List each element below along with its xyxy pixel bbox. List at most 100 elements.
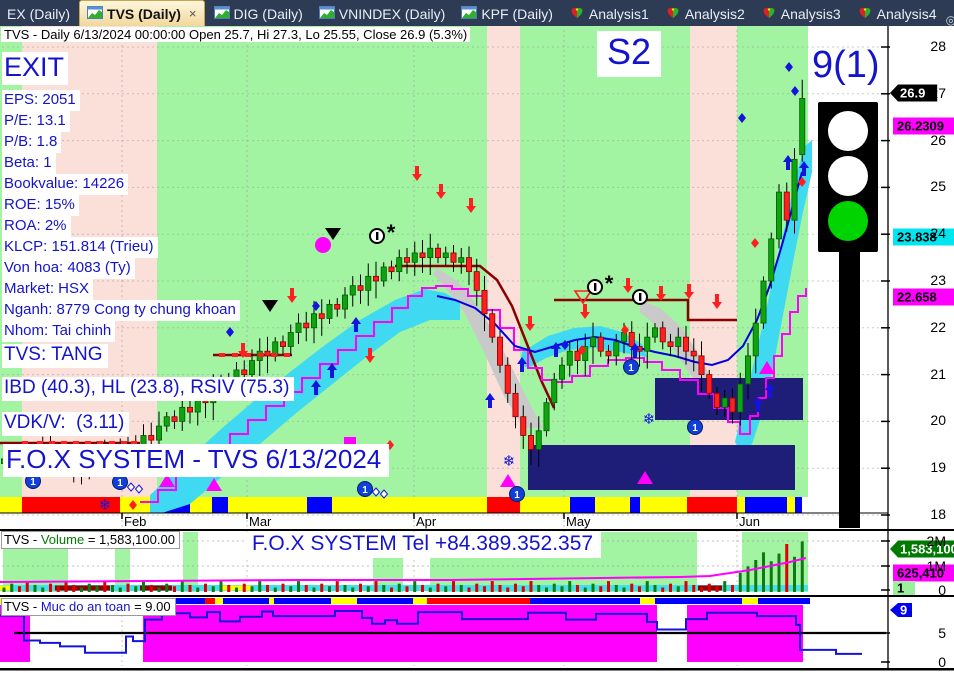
down-triangle-marker <box>262 300 278 312</box>
volume-bar <box>762 552 765 592</box>
circled-one-marker <box>357 481 373 497</box>
candle-body <box>419 252 426 258</box>
fundamental-line: Market: HSX <box>2 279 94 300</box>
tab-vnindex-daily[interactable]: VNINDEX (Daily) <box>312 2 453 26</box>
white-diamond-marker <box>126 482 136 492</box>
volume-bar <box>33 584 37 592</box>
price-axis-label: 23 <box>930 272 946 288</box>
buy-arrow-icon <box>311 380 321 395</box>
background-stripe <box>157 26 487 497</box>
axis-value-tag <box>893 117 954 135</box>
tab-kpf-daily[interactable]: KPF (Daily) <box>454 2 560 26</box>
tab-label: EX (Daily) <box>7 6 71 22</box>
traffic-light-lamp-white <box>828 111 868 151</box>
pane-divider <box>0 595 954 597</box>
sell-arrow-icon <box>466 198 476 213</box>
candle-body <box>760 280 767 324</box>
volume-bar <box>715 586 719 592</box>
fundamental-line: Beta: 1 <box>2 153 56 174</box>
volume-bar <box>397 583 401 592</box>
volume-bar <box>413 581 417 592</box>
price-axis-label: 22 <box>930 318 946 335</box>
volume-bar <box>204 583 207 592</box>
red-tick-marker <box>232 353 238 357</box>
volume-bar <box>180 581 184 592</box>
volume-bar <box>258 581 262 592</box>
volume-bar <box>111 584 114 592</box>
candle-body <box>605 350 612 357</box>
candle-body <box>326 303 333 319</box>
volume-bar <box>95 586 99 592</box>
volume-bar <box>483 586 486 592</box>
volume-bar <box>72 584 76 592</box>
safety-title-value: = 9.00 <box>130 599 171 614</box>
candle-body <box>752 322 759 357</box>
tab-label: Analysis1 <box>588 6 649 22</box>
month-axis-label: Feb <box>124 514 147 529</box>
tab-analysis4[interactable]: Analysis4 <box>850 2 944 26</box>
trailing-stop-line <box>554 298 737 322</box>
volume-bar <box>793 556 796 592</box>
nine-one-annotation: 9(1) <box>812 44 880 86</box>
candle-body <box>450 252 457 263</box>
safety-ribbon-segment <box>157 598 205 604</box>
blue-diamond-marker <box>791 86 799 96</box>
signal-ribbon-segment <box>630 497 640 513</box>
price-axis-label: 25 <box>930 178 946 195</box>
pane-divider <box>0 529 954 531</box>
chart-title: TVS - Daily 6/13/2024 00:00:00 Open 25.7… <box>1 27 471 42</box>
month-axis-label: May <box>566 514 591 529</box>
candle-body <box>512 392 519 418</box>
red-diamond-marker <box>621 325 629 335</box>
vdkv-label: VDK/V: (3.11) <box>2 412 130 436</box>
price-axis-label: 18 <box>930 506 946 522</box>
signal-ribbon-segment <box>595 497 630 513</box>
target-icon[interactable]: ◎ <box>945 13 954 27</box>
close-tab-icon[interactable]: × <box>188 6 197 21</box>
volume-bar <box>498 584 502 592</box>
tab-dig-daily[interactable]: DIG (Daily) <box>207 2 310 26</box>
safety-ribbon-segment <box>215 598 223 604</box>
candle-body <box>442 252 449 258</box>
volume-bar <box>80 587 83 592</box>
volume-session-block <box>183 532 198 592</box>
volume-bar <box>537 584 541 592</box>
candle-body <box>318 313 325 319</box>
tab-analysis1[interactable]: Analysis1 <box>562 2 656 26</box>
safety-axis-label: 5 <box>938 625 946 641</box>
volume-bar <box>638 586 641 592</box>
safety-ribbon-segment <box>223 598 269 604</box>
blue-diamond-marker <box>738 113 746 123</box>
volume-bar <box>366 586 370 592</box>
tab-label: KPF (Daily) <box>481 6 553 22</box>
circled-one-text: 1 <box>692 423 698 434</box>
candle-body <box>349 285 356 296</box>
month-axis-label: Jun <box>739 514 760 529</box>
signal-ribbon-segment <box>787 497 795 513</box>
volume-bar <box>289 586 293 592</box>
fundamental-line: Bookvalue: 14226 <box>2 174 129 195</box>
tab-analysis3[interactable]: Analysis3 <box>754 2 848 26</box>
volume-bar <box>514 583 517 592</box>
volume-bar <box>382 584 386 592</box>
tab-analysis2[interactable]: Analysis2 <box>658 2 752 26</box>
candle-body <box>473 271 480 291</box>
fundamental-line: Nganh: 8779 Cong ty chung khoan <box>2 300 240 321</box>
tab-ex-daily[interactable]: EX (Daily) <box>0 2 77 26</box>
sell-arrow-icon <box>623 278 633 293</box>
candle-body <box>287 332 294 347</box>
signal-ribbon-segment <box>745 497 787 513</box>
axis-value-tag-text: 625,410 <box>897 566 944 581</box>
tab-label: Analysis4 <box>876 6 937 22</box>
safety-ribbon-segment <box>530 598 640 604</box>
volume-bar <box>421 584 424 592</box>
candle-body <box>597 336 604 352</box>
volume-bar <box>390 587 393 592</box>
tab-controls: ◎◀▶☰ <box>946 14 954 26</box>
volume-bar <box>188 584 192 592</box>
tab-label: Analysis3 <box>780 6 841 22</box>
safety-ribbon-segment <box>357 598 413 604</box>
tab-tvs-daily[interactable]: TVS (Daily) × <box>79 0 205 26</box>
signal-ribbon-segment <box>190 497 212 513</box>
candle-body <box>357 285 364 291</box>
